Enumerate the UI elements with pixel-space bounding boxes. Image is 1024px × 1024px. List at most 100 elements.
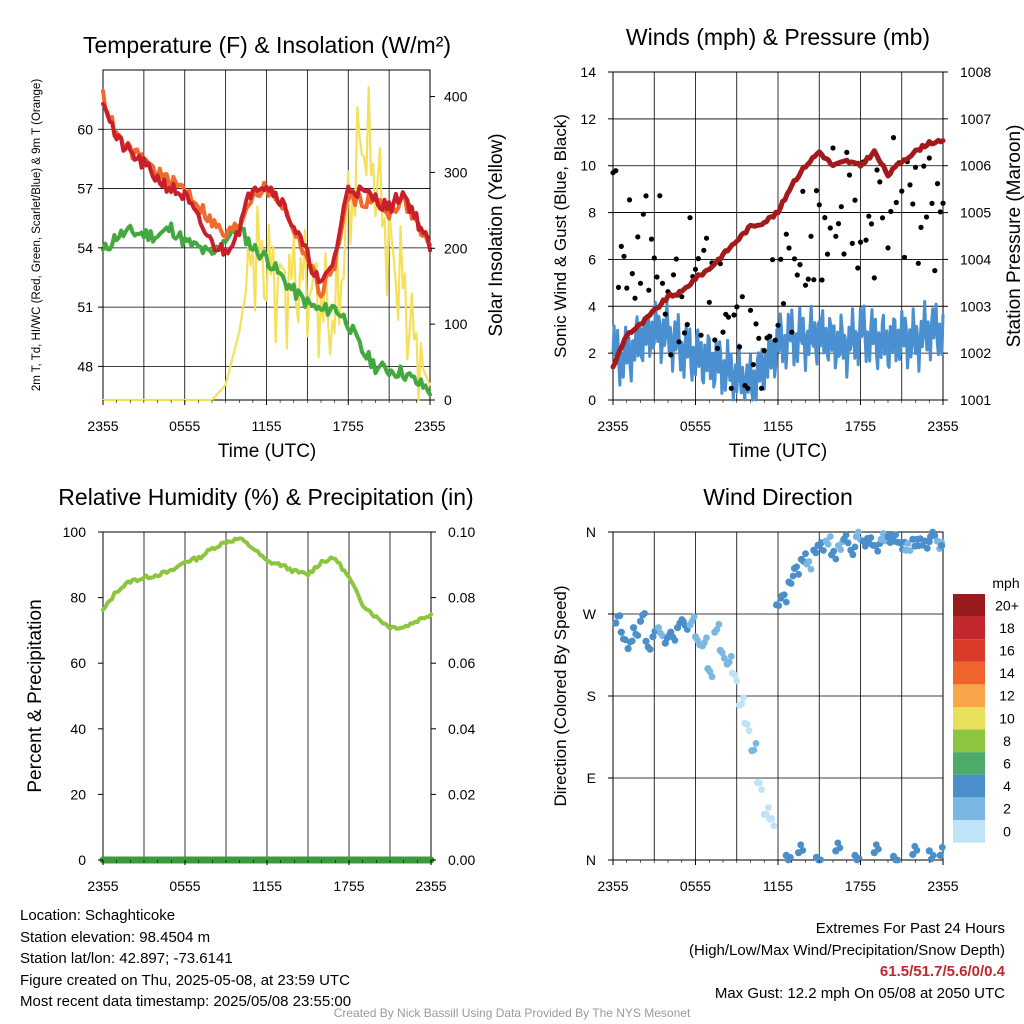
- speed-legend-label: 18: [999, 620, 1015, 636]
- direction-point: [799, 847, 807, 854]
- wind-direction-ytick-label: W: [583, 606, 597, 622]
- pressure-ytick-label: 1002: [960, 345, 991, 361]
- station-info: Location: Schaghticoke Station elevation…: [20, 905, 351, 1013]
- gust-point: [877, 179, 883, 185]
- direction-point: [867, 534, 875, 541]
- gust-point: [646, 287, 652, 293]
- gust-point: [888, 208, 894, 215]
- direction-point: [612, 619, 620, 627]
- speed-legend-label: 8: [1003, 733, 1011, 749]
- gust-point: [808, 233, 814, 239]
- wind-direction-xtick-label: 0555: [680, 878, 711, 894]
- wind-direction-xtick-label: 1155: [763, 878, 793, 894]
- direction-point: [624, 645, 632, 653]
- speed-legend-label: 12: [999, 688, 1015, 704]
- winds-ylabel: Sonic Wind & Gust (Blue, Black): [551, 114, 570, 358]
- wind-direction-xtick-label: 1755: [845, 878, 876, 894]
- direction-point: [830, 547, 838, 555]
- direction-point: [930, 852, 937, 859]
- direction-point: [874, 547, 882, 555]
- gust-point: [827, 225, 833, 231]
- station-location: Location: Schaghticoke: [20, 907, 176, 924]
- gust-point: [910, 201, 916, 207]
- direction-point: [765, 804, 772, 811]
- speed-legend-label: 20+: [995, 597, 1019, 613]
- direction-point: [713, 626, 721, 633]
- gust-point: [918, 224, 924, 230]
- gust-point: [648, 236, 655, 242]
- direction-point: [690, 613, 698, 621]
- humidity-series-line: [101, 536, 433, 631]
- gust-point: [934, 181, 941, 187]
- direction-point: [733, 677, 741, 685]
- direction-point: [770, 822, 778, 830]
- gust-point: [780, 301, 787, 307]
- direction-point: [820, 547, 827, 554]
- gust-point: [739, 294, 745, 300]
- credit-line: Created By Nick Bassill Using Data Provi…: [333, 1006, 691, 1020]
- humidity-ylabel: Percent & Precipitation: [25, 599, 46, 792]
- insolation-ytick-label: 400: [444, 89, 468, 105]
- gust-point: [767, 333, 773, 339]
- humidity-xtick-label: 1755: [333, 878, 364, 894]
- insolation-ytick-label: 200: [444, 240, 468, 256]
- gust-point: [940, 200, 946, 206]
- gust-point: [695, 256, 701, 262]
- direction-point: [923, 544, 931, 552]
- gust-point: [899, 188, 905, 194]
- speed-legend-swatch: [953, 616, 985, 640]
- direction-point: [789, 572, 797, 580]
- gust-point: [813, 188, 820, 194]
- wind-direction-ytick-label: S: [587, 688, 596, 704]
- direction-point: [793, 563, 800, 571]
- temperature-ytick-label: 54: [77, 240, 93, 256]
- winds-ytick-label: 4: [588, 298, 596, 314]
- gust-point: [681, 330, 688, 336]
- gust-point: [863, 237, 869, 243]
- winds-ytick-label: 0: [588, 392, 596, 408]
- gust-point: [868, 221, 875, 227]
- direction-point: [837, 546, 844, 553]
- direction-point: [642, 637, 650, 645]
- humidity-ytick-label: 60: [70, 655, 86, 671]
- direction-point: [628, 637, 636, 645]
- direction-point: [646, 645, 654, 653]
- humidity-ytick-label: 0: [78, 852, 86, 868]
- gust-point: [772, 337, 778, 343]
- direction-point: [782, 598, 790, 606]
- gust-point: [613, 168, 619, 174]
- gust-point: [635, 234, 641, 240]
- humidity-panel-title: Relative Humidity (%) & Precipitation (i…: [58, 484, 473, 510]
- speed-legend-swatch: [953, 594, 985, 617]
- speed-legend: mph 20+ 18 16 14 12 10 8 6 4 2 0: [953, 575, 1020, 843]
- extremes-values: 61.5/51.7/5.6/0/0.4: [879, 963, 1005, 980]
- speed-legend-swatch: [953, 639, 985, 662]
- pressure-ytick-label: 1007: [960, 111, 991, 127]
- direction-point: [812, 549, 820, 557]
- gust-point: [890, 135, 897, 141]
- gust-point: [835, 221, 842, 227]
- gust-point: [915, 260, 921, 266]
- winds-xlabel: Time (UTC): [729, 441, 828, 462]
- direction-point: [616, 612, 624, 620]
- speed-legend-swatch: [953, 774, 985, 798]
- wind-direction-ytick-label: N: [586, 524, 596, 540]
- direction-point: [925, 847, 933, 855]
- winds-xtick-label: 1755: [845, 418, 876, 434]
- dewpoint-series-line: [101, 221, 432, 397]
- precip-ytick-label: 0.04: [448, 721, 475, 737]
- gust-point: [838, 204, 844, 210]
- wind-direction-xtick-label: 2355: [597, 878, 628, 894]
- gust-point: [676, 339, 682, 345]
- direction-point: [787, 854, 794, 861]
- wind-direction-panel-title: Wind Direction: [703, 484, 853, 510]
- precip-ytick-label: 0.02: [448, 786, 475, 802]
- winds-xtick-label: 2355: [927, 418, 958, 434]
- temperature-ylabel: 2m T, Td, HI/WC (Red, Green, Scarlet/Blu…: [31, 79, 43, 391]
- gust-point: [849, 240, 855, 246]
- gust-point: [687, 215, 693, 221]
- gust-point: [786, 245, 792, 251]
- humidity-xtick-label: 2355: [415, 878, 446, 894]
- gust-point: [720, 329, 726, 335]
- speed-legend-label: 14: [999, 665, 1015, 681]
